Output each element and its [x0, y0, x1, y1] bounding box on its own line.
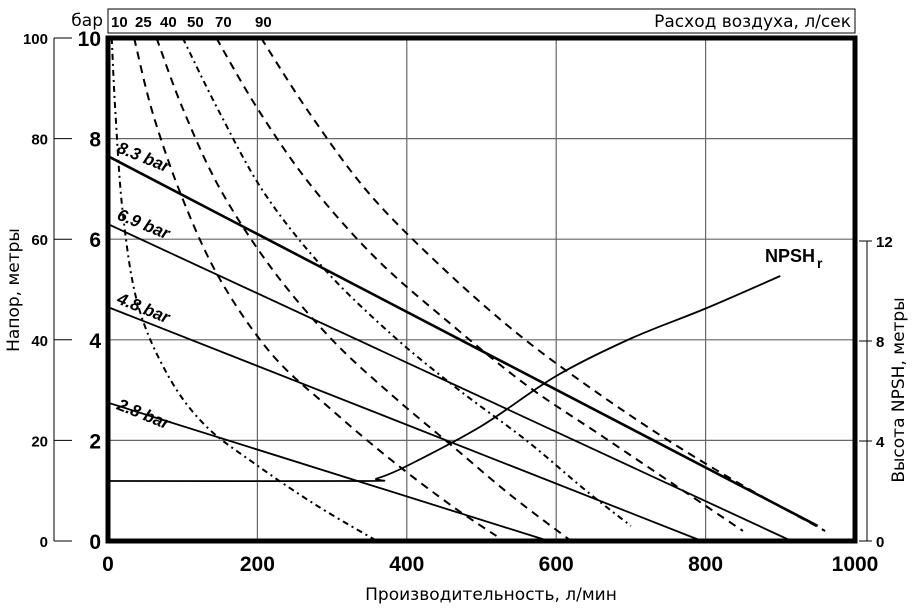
x-axis-title: Производительность, л/мин [365, 585, 617, 605]
data-curves [107, 37, 826, 542]
bar-tick-label: 8 [89, 129, 101, 152]
curve-8-3-bar [107, 155, 819, 528]
curve-air-70-l-s [215, 37, 744, 532]
x-tick-label: 400 [389, 553, 424, 576]
plot-frame [105, 35, 858, 544]
y-axis-right-title: Высота NPSH, метры [889, 297, 909, 482]
y-axis-left-title: Напор, метры [4, 228, 24, 352]
air-flow-tick-label: 10 [111, 14, 128, 31]
meters-tick-label: 100 [23, 31, 48, 48]
grid-lines [108, 38, 855, 541]
curve-label-8-3-bar: 8.3 bar [115, 138, 174, 177]
bar-tick-label: 0 [89, 531, 101, 554]
bar-axis-ticks: 0 2 4 6 8 10 [78, 28, 102, 554]
curve-air-40-l-s [155, 37, 572, 542]
curve-npshr [107, 275, 781, 483]
meters-tick-label: 20 [31, 433, 48, 450]
bar-tick-label: 6 [89, 229, 101, 252]
curve-6-9-bar [107, 223, 792, 542]
air-flow-tick-label: 40 [160, 14, 177, 31]
bar-tick-label: 2 [89, 430, 101, 453]
curve-air-25-l-s [133, 37, 497, 537]
npsh-curve-label: NPSH r [765, 246, 823, 271]
air-flow-axis-box [107, 8, 856, 34]
air-flow-tick-label: 25 [135, 14, 152, 31]
curve-4-8-bar [107, 306, 703, 542]
x-tick-label: 1000 [832, 553, 879, 576]
air-flow-axis-title: Расход воздуха, л/сек [654, 12, 851, 32]
air-flow-tick-label: 70 [215, 14, 232, 31]
curve-label-2-8-bar: 2.8 bar [114, 395, 174, 434]
curve-air-90-l-s [260, 37, 826, 532]
npsh-tick-label: 4 [876, 434, 885, 451]
meters-tick-label: 40 [31, 333, 48, 350]
curve-air-50-l-s [181, 37, 632, 527]
bar-tick-label: 4 [89, 330, 101, 353]
curve-label-6-9-bar: 6.9 bar [115, 205, 174, 244]
npsh-tick-label: 0 [876, 534, 884, 551]
x-tick-label: 800 [688, 553, 723, 576]
meters-tick-label: 0 [40, 534, 48, 551]
bar-unit-label: бар [71, 11, 103, 31]
npsh-tick-label: 8 [876, 334, 884, 351]
npsh-axis-ticks: 0 4 8 12 [859, 234, 893, 551]
curve-air-10-l-s [110, 37, 378, 542]
x-axis-ticks: 0 200 400 600 800 1000 [102, 553, 878, 576]
air-flow-tick-label: 50 [187, 14, 204, 31]
air-flow-tick-label: 90 [255, 14, 272, 31]
air-flow-ticks: 10 25 40 50 70 90 [111, 14, 272, 31]
npsh-tick-label: 12 [876, 234, 893, 251]
meters-tick-label: 60 [31, 232, 48, 249]
x-tick-label: 200 [240, 553, 275, 576]
meters-axis-ticks: 0 20 40 60 80 100 [23, 31, 72, 551]
meters-tick-label: 80 [31, 132, 48, 149]
bar-tick-label: 10 [78, 28, 101, 51]
curve-2-8-bar [107, 401, 549, 542]
x-tick-label: 0 [102, 553, 114, 576]
x-tick-label: 600 [539, 553, 574, 576]
